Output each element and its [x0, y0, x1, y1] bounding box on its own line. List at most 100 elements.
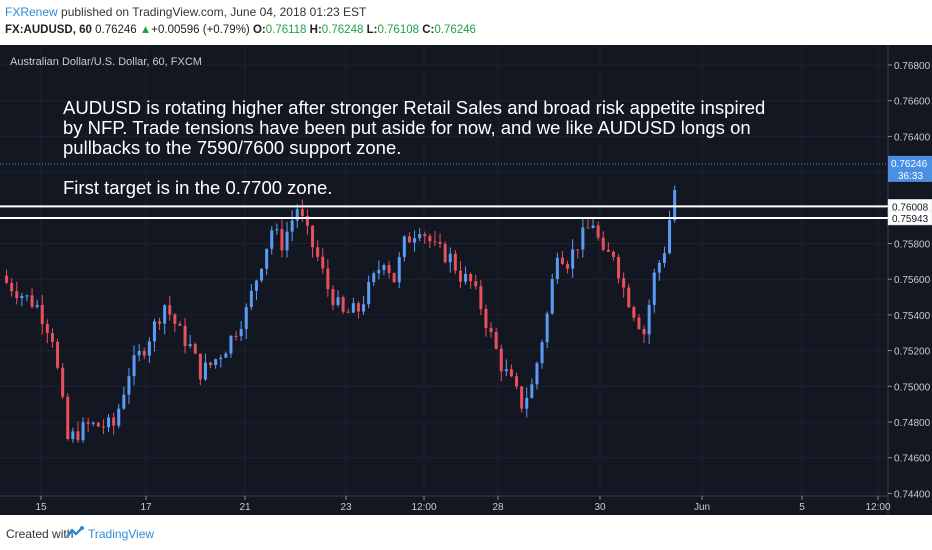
- candle-body: [484, 308, 488, 328]
- candle-body: [509, 369, 513, 377]
- chart-title: Australian Dollar/U.S. Dollar, 60, FXCM: [10, 56, 202, 68]
- annotation-line-3: pullbacks to the 7590/7600 support zone.: [63, 137, 401, 158]
- candle-body: [132, 355, 136, 377]
- candle-body: [285, 231, 289, 251]
- candle-body: [203, 362, 207, 380]
- y-tick-label: 0.75400: [894, 311, 931, 322]
- candle-body: [96, 422, 100, 427]
- candle-body: [499, 348, 503, 372]
- candle-body: [525, 397, 529, 409]
- candle-body: [336, 297, 340, 306]
- x-tick-label: 15: [35, 502, 47, 513]
- tradingview-logo-icon[interactable]: [65, 525, 85, 546]
- y-tick-label: 0.74400: [894, 489, 931, 500]
- candle-body: [101, 426, 105, 428]
- y-tick-label: 0.76400: [894, 132, 931, 143]
- low-label: L:: [366, 24, 378, 36]
- chart-area[interactable]: Australian Dollar/U.S. Dollar, 60, FXCM …: [0, 45, 932, 515]
- candle-body: [413, 238, 417, 243]
- candle-body: [61, 367, 65, 397]
- candle-body: [617, 256, 621, 279]
- candle-body: [443, 243, 447, 263]
- candle-body: [356, 303, 360, 312]
- close-value: 0.76246: [434, 24, 476, 36]
- candle-body: [5, 275, 9, 283]
- candle-body: [540, 342, 544, 364]
- time-axis[interactable]: 15 17 21 23 12:00 28 30 Jun 5 12:00: [35, 496, 891, 513]
- candle-body: [81, 422, 85, 441]
- y-tick-label: 0.75200: [894, 347, 931, 358]
- candle-body: [326, 268, 330, 290]
- candle-body: [280, 229, 284, 251]
- candle-body: [576, 249, 580, 251]
- candle-body: [168, 305, 172, 315]
- candle-body: [596, 225, 600, 238]
- candle-body: [158, 321, 162, 324]
- y-tick-label: 0.76800: [894, 61, 931, 72]
- tradingview-link[interactable]: TradingView: [88, 527, 155, 541]
- low-value: 0.76108: [377, 24, 420, 36]
- candle-body: [249, 290, 253, 308]
- candle-body: [305, 216, 309, 226]
- support-price-label: 0.76008: [892, 202, 929, 213]
- grid-lines: [0, 45, 886, 496]
- candle-body: [489, 327, 493, 332]
- candle-body: [657, 262, 661, 273]
- candle-body: [520, 386, 524, 409]
- candle-body: [127, 376, 131, 395]
- candle-body: [178, 323, 182, 326]
- x-tick-label: 21: [239, 502, 251, 513]
- horizontal-lines[interactable]: [0, 163, 888, 219]
- candle-body: [418, 234, 422, 239]
- author-link[interactable]: FXRenew: [5, 5, 58, 19]
- candle-body: [316, 247, 320, 257]
- candle-body: [387, 265, 391, 273]
- candlestick-chart[interactable]: Australian Dollar/U.S. Dollar, 60, FXCM …: [0, 45, 932, 515]
- current-price-tag: [888, 155, 932, 182]
- chart-header: FXRenew published on TradingView.com, Ju…: [0, 0, 932, 44]
- candle-body: [198, 353, 202, 380]
- candle-body: [637, 317, 641, 329]
- candle-body: [433, 241, 437, 243]
- candle-body: [214, 359, 218, 365]
- symbol-label[interactable]: FX:AUDUSD, 60: [5, 24, 92, 36]
- candle-body: [397, 257, 401, 283]
- candle-body: [50, 332, 54, 342]
- x-tick-label: 23: [340, 502, 352, 513]
- candle-body: [504, 369, 508, 372]
- candle-body: [122, 394, 126, 409]
- current-price-label: 0.76246: [891, 159, 928, 170]
- candle-body: [515, 376, 519, 387]
- support-price-label: 0.75943: [892, 214, 929, 225]
- x-tick-label: 12:00: [411, 502, 436, 513]
- candle-body: [35, 304, 39, 307]
- support-price-tag: [887, 210, 932, 226]
- candle-body: [647, 304, 651, 335]
- y-tick-label: 0.75000: [894, 382, 931, 393]
- candle-body: [591, 225, 595, 228]
- candle-body: [137, 350, 141, 356]
- y-tick-label: 0.76600: [894, 97, 931, 108]
- annotation-text[interactable]: AUDUSD is rotating higher after stronger…: [63, 97, 765, 198]
- candle-body: [407, 236, 411, 243]
- candle-body: [438, 241, 442, 244]
- candle-body: [458, 270, 462, 282]
- candle-body: [372, 273, 376, 283]
- publish-info: published on TradingView.com, June 04, 2…: [61, 5, 367, 19]
- candle-body: [30, 295, 34, 307]
- candle-body: [606, 249, 610, 252]
- candle-body: [265, 248, 269, 269]
- price-change: +0.00596 (+0.79%): [151, 24, 250, 36]
- footer: Created with TradingView: [0, 517, 932, 550]
- candle-body: [392, 272, 396, 283]
- candle-body: [20, 295, 24, 299]
- candle-body: [423, 234, 427, 237]
- candle-body: [270, 230, 274, 249]
- candle-body: [91, 422, 95, 424]
- candle-body: [601, 237, 605, 250]
- x-tick-label: 30: [594, 502, 606, 513]
- candle-body: [382, 265, 386, 270]
- candle-body: [530, 384, 534, 398]
- publish-line: FXRenew published on TradingView.com, Ju…: [5, 5, 366, 19]
- candle-body: [331, 289, 335, 306]
